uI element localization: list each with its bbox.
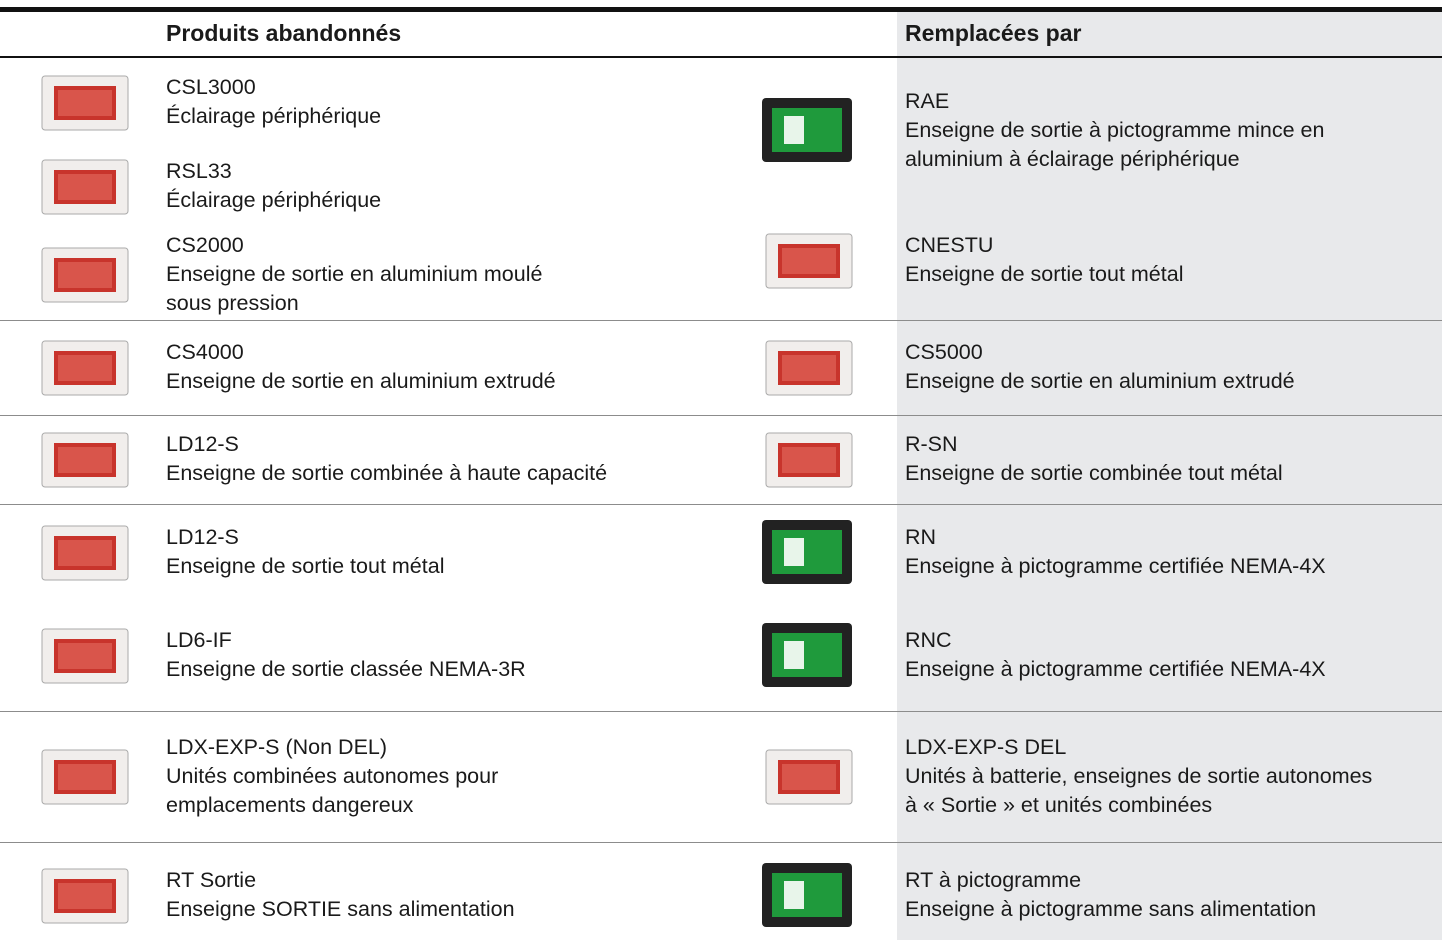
exit-sign-image: [765, 233, 853, 288]
product-code: CS4000: [166, 339, 244, 364]
product-description: Enseigne de sortie en aluminium extrudé: [166, 368, 556, 393]
replacement-column-bg: [897, 12, 1442, 940]
exit-sign-image: [765, 749, 853, 805]
product-description: Enseigne à pictogramme certifiée NEMA-4X: [905, 553, 1326, 578]
product-code: RT Sortie: [166, 867, 257, 892]
exit-sign-image: [41, 628, 129, 683]
product-description: Enseigne à pictogramme certifiée NEMA-4X: [905, 656, 1326, 681]
exit-sign-image: [41, 868, 129, 923]
product-code: LDX-EXP-S (Non DEL): [166, 734, 388, 759]
row-separator: [0, 711, 1442, 712]
product-code: RSL33: [166, 158, 232, 183]
product-code: LDX-EXP-S DEL: [905, 734, 1067, 759]
product-description: Enseigne de sortie tout métal: [905, 261, 1184, 286]
product-description: Enseigne SORTIE sans alimentation: [166, 896, 515, 921]
product-code: CS5000: [905, 339, 983, 364]
product-description: Enseigne de sortie classée NEMA-3R: [166, 656, 526, 681]
header-rule: [0, 56, 1442, 58]
exit-sign-image: [765, 432, 853, 487]
top-rule: [0, 7, 1442, 12]
product-description: aluminium à éclairage périphérique: [905, 146, 1240, 171]
product-description: Enseigne de sortie combinée tout métal: [905, 460, 1283, 485]
product-code: RT à pictogramme: [905, 867, 1082, 892]
row-separator: [0, 504, 1442, 505]
row-separator: [0, 415, 1442, 416]
product-description: emplacements dangereux: [166, 792, 414, 817]
exit-sign-image: [41, 75, 129, 130]
product-description: Enseigne de sortie en aluminium extrudé: [905, 368, 1295, 393]
exit-sign-image: [41, 159, 129, 214]
product-code: RNC: [905, 627, 952, 652]
product-code: CS2000: [166, 232, 244, 257]
product-code: RN: [905, 524, 937, 549]
product-description: sous pression: [166, 290, 299, 315]
exit-sign-image: [765, 340, 853, 395]
product-code: R-SN: [905, 431, 958, 456]
pictogram-sign-image: [762, 862, 852, 927]
product-code: LD6-IF: [166, 627, 232, 652]
product-description: Enseigne de sortie tout métal: [166, 553, 445, 578]
exit-sign-image: [41, 247, 129, 303]
exit-sign-image: [41, 340, 129, 395]
product-description: Unités à batterie, enseignes de sortie a…: [905, 763, 1373, 788]
product-description: Éclairage périphérique: [166, 103, 382, 128]
product-code: CNESTU: [905, 232, 994, 257]
product-code: CSL3000: [166, 74, 256, 99]
header-discontinued: Produits abandonnés: [166, 20, 402, 46]
row-separator: [0, 320, 1442, 321]
product-description: Enseigne de sortie combinée à haute capa…: [166, 460, 608, 485]
product-code: LD12-S: [166, 431, 239, 456]
product-description: Unités combinées autonomes pour: [166, 763, 499, 788]
header-replacement: Remplacées par: [905, 20, 1082, 46]
pictogram-sign-image: [762, 519, 852, 584]
product-description: Enseigne à pictogramme sans alimentation: [905, 896, 1317, 921]
exit-sign-image: [41, 749, 129, 805]
product-description: Éclairage périphérique: [166, 187, 382, 212]
exit-sign-image: [41, 432, 129, 487]
pictogram-sign-image: [762, 622, 852, 687]
pictogram-sign-image: [762, 98, 852, 162]
exit-sign-image: [41, 525, 129, 580]
product-description: Enseigne de sortie à pictogramme mince e…: [905, 117, 1325, 142]
product-description: à « Sortie » et unités combinées: [905, 792, 1213, 817]
row-separator: [0, 842, 1442, 843]
product-code: LD12-S: [166, 524, 239, 549]
product-description: Enseigne de sortie en aluminium moulé: [166, 261, 543, 286]
product-code: RAE: [905, 88, 950, 113]
